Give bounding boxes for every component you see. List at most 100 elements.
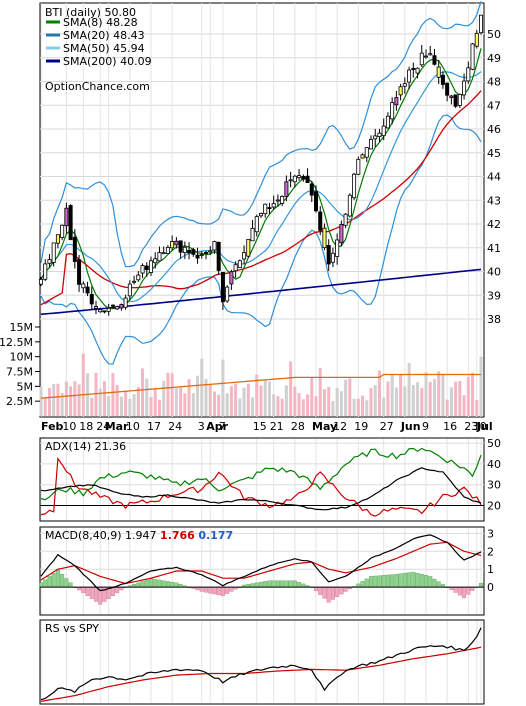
candle-body [478,14,483,34]
volume-bar [293,386,297,416]
candle-body [254,216,259,233]
candle-body [322,227,327,249]
macd-histogram-value: 0.177 [198,529,233,542]
candle-body [271,203,276,208]
candle-body [394,97,399,106]
candle-body [402,83,407,87]
macd-series [39,534,484,605]
macd-histogram-bar [203,586,208,593]
volume-bar [284,385,288,416]
volume-bar [306,394,310,416]
candle-body [182,246,187,254]
adx-line [40,467,482,511]
macd-histogram-bar [292,580,297,588]
macd-histogram-bar [55,569,60,588]
volume-bar [52,384,56,416]
macd-histogram-bar [297,582,302,588]
candle-body [242,252,247,260]
candle-body [195,254,200,259]
date-tick-label: 18 [79,420,93,433]
macd-panel [39,526,485,616]
volume-average-line [40,373,481,399]
candle-body [132,280,137,283]
minus-di-line [40,456,482,517]
macd-histogram-bar [81,586,86,594]
volume-bar [322,389,326,416]
volume-bar [111,373,115,416]
candle-body [246,238,251,257]
candle-body [457,93,462,106]
volume-bar [276,396,280,416]
date-tick-label: Mar [105,420,129,433]
date-tick-label: 27 [380,420,394,433]
panel-tick-label: 2 [487,545,494,558]
price-tick-label: 49 [487,52,501,65]
ticker-interval: (daily) [66,6,101,19]
volume-bar [119,396,123,416]
date-tick-label: 19 [354,420,368,433]
macd-histogram-bar [398,573,403,588]
volume-bar [272,394,276,416]
volume-bar [437,371,441,416]
candle-body [432,55,437,65]
volume-bar [458,381,462,416]
volume-bar [77,384,81,416]
plus-di-line [40,447,482,501]
candle-body [428,53,433,56]
macd-histogram-bar [419,574,424,588]
macd-histogram-bar [390,574,395,588]
candle-body [445,82,450,96]
volume-bar [441,374,445,416]
volume-bar [373,385,377,416]
macd-histogram-bar [60,574,65,588]
volume-bar [416,382,420,416]
candle-body [347,194,352,217]
volume-tick-label: 7.5M [6,366,33,379]
macd-histogram-bar [280,580,285,588]
candle-body [165,247,170,254]
sma20-line [40,71,482,303]
candle-body [51,242,56,263]
volume-bar [69,386,73,416]
macd-histogram-bar [381,575,386,588]
candle-body [102,310,107,313]
date-tick-label: 24 [96,420,110,433]
macd-signal-value: 1.766 [160,529,195,542]
macd-histogram-bar [165,581,170,588]
ticker-symbol: BTI [45,6,63,19]
volume-bar [183,393,187,416]
adx-panel [39,437,485,522]
volume-bar [445,399,449,416]
macd-histogram-bar [225,586,230,594]
macd-histogram-bar [161,580,166,588]
volume-bar [217,394,221,416]
price-tick-label: 39 [487,289,501,302]
macd-histogram-bar [436,581,441,588]
macd-histogram-bar [153,579,158,588]
volume-bars [39,353,483,416]
volume-bar [179,387,183,416]
candle-body [449,95,454,99]
volume-bar [242,387,246,416]
volume-bar [174,388,178,416]
candle-body [301,176,306,180]
adx-series [40,447,484,517]
volume-bar [170,373,174,416]
volume-bar [56,383,60,416]
legend-entry: SMA(200) 40.09 [63,55,152,68]
price-tick-label: 40 [487,266,501,279]
volume-bar [98,388,102,416]
candle-body [191,249,196,255]
volume-bar [246,383,250,416]
macd-histogram-bar [254,582,259,588]
macd-histogram-bar [402,572,407,588]
macd-histogram-bar [385,574,390,588]
rs-series [40,627,482,702]
macd-histogram-bar [326,586,331,603]
volume-bar [64,381,68,416]
volume-bar [462,395,466,416]
candle-body [212,241,217,251]
candle-body [250,227,255,242]
